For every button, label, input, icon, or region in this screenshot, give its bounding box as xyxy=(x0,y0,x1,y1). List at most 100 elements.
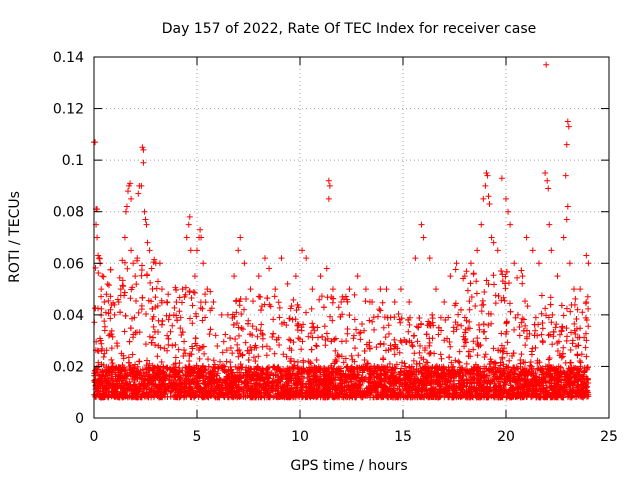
data-point xyxy=(335,304,342,311)
data-point xyxy=(295,335,302,342)
data-point xyxy=(498,175,505,182)
data-point xyxy=(483,394,490,401)
data-point xyxy=(183,234,190,241)
data-point xyxy=(577,359,584,366)
data-point xyxy=(576,334,583,341)
data-point xyxy=(567,347,574,354)
data-point xyxy=(351,291,358,298)
data-point xyxy=(288,302,295,309)
data-point xyxy=(397,319,404,326)
data-point xyxy=(212,332,219,339)
data-point xyxy=(408,363,415,370)
data-point xyxy=(277,370,284,377)
data-point xyxy=(466,325,473,332)
data-point xyxy=(373,344,380,351)
data-point xyxy=(522,322,529,329)
data-point xyxy=(211,365,218,372)
data-point xyxy=(187,247,194,254)
data-point xyxy=(538,371,545,378)
data-point xyxy=(582,314,589,321)
data-point xyxy=(438,355,445,362)
data-point xyxy=(350,335,357,342)
data-point xyxy=(346,368,353,375)
data-point xyxy=(355,352,362,359)
data-point xyxy=(221,392,228,399)
data-point xyxy=(293,307,300,314)
data-point xyxy=(572,295,579,302)
data-point xyxy=(173,286,180,293)
data-point xyxy=(531,375,538,382)
data-point xyxy=(473,278,480,285)
data-point xyxy=(278,389,285,396)
data-point xyxy=(138,372,145,379)
data-point xyxy=(98,305,105,312)
data-point xyxy=(227,359,234,366)
data-point xyxy=(558,328,565,335)
data-point xyxy=(463,360,470,367)
data-point xyxy=(297,387,304,394)
data-point xyxy=(562,172,569,179)
data-point xyxy=(512,314,519,321)
data-point xyxy=(500,361,507,368)
data-point xyxy=(234,369,241,376)
data-point xyxy=(417,321,424,328)
data-point xyxy=(438,366,445,373)
data-point xyxy=(383,286,390,293)
data-point xyxy=(466,306,473,313)
data-point xyxy=(485,310,492,317)
data-point xyxy=(126,182,133,189)
data-point xyxy=(138,302,145,309)
data-point xyxy=(138,182,145,189)
data-point xyxy=(582,344,589,351)
data-point xyxy=(582,383,589,390)
data-point xyxy=(422,345,429,352)
data-point xyxy=(362,298,369,305)
data-point xyxy=(184,369,191,376)
data-point xyxy=(532,327,539,334)
data-point xyxy=(560,344,567,351)
data-point xyxy=(220,338,227,345)
data-point xyxy=(122,379,129,386)
data-point xyxy=(266,345,273,352)
data-point xyxy=(584,366,591,373)
data-point xyxy=(126,359,133,366)
data-point xyxy=(233,309,240,316)
data-point xyxy=(410,371,417,378)
data-point xyxy=(391,351,398,358)
data-point xyxy=(172,341,179,348)
data-point xyxy=(209,384,216,391)
data-point xyxy=(247,286,254,293)
data-point xyxy=(542,305,549,312)
data-point xyxy=(386,330,393,337)
data-point xyxy=(317,273,324,280)
data-point xyxy=(547,364,554,371)
data-point xyxy=(561,387,568,394)
data-point xyxy=(488,320,495,327)
data-point xyxy=(336,353,343,360)
data-point xyxy=(107,293,114,300)
data-point xyxy=(99,345,106,352)
data-point xyxy=(176,359,183,366)
data-point xyxy=(546,355,553,362)
data-point xyxy=(282,372,289,379)
data-point xyxy=(105,365,112,372)
data-point xyxy=(470,270,477,277)
data-point xyxy=(237,361,244,368)
data-point xyxy=(322,342,329,349)
data-point xyxy=(101,350,108,357)
data-point xyxy=(499,271,506,278)
data-point xyxy=(462,337,469,344)
data-point xyxy=(169,342,176,349)
data-point xyxy=(309,324,316,331)
data-point xyxy=(254,333,261,340)
data-point xyxy=(98,340,105,347)
data-point xyxy=(344,298,351,305)
data-point xyxy=(154,353,161,360)
data-point xyxy=(207,288,214,295)
data-point xyxy=(539,339,546,346)
data-point xyxy=(560,234,567,241)
data-point xyxy=(145,364,152,371)
data-point xyxy=(491,359,498,366)
data-point xyxy=(131,314,138,321)
